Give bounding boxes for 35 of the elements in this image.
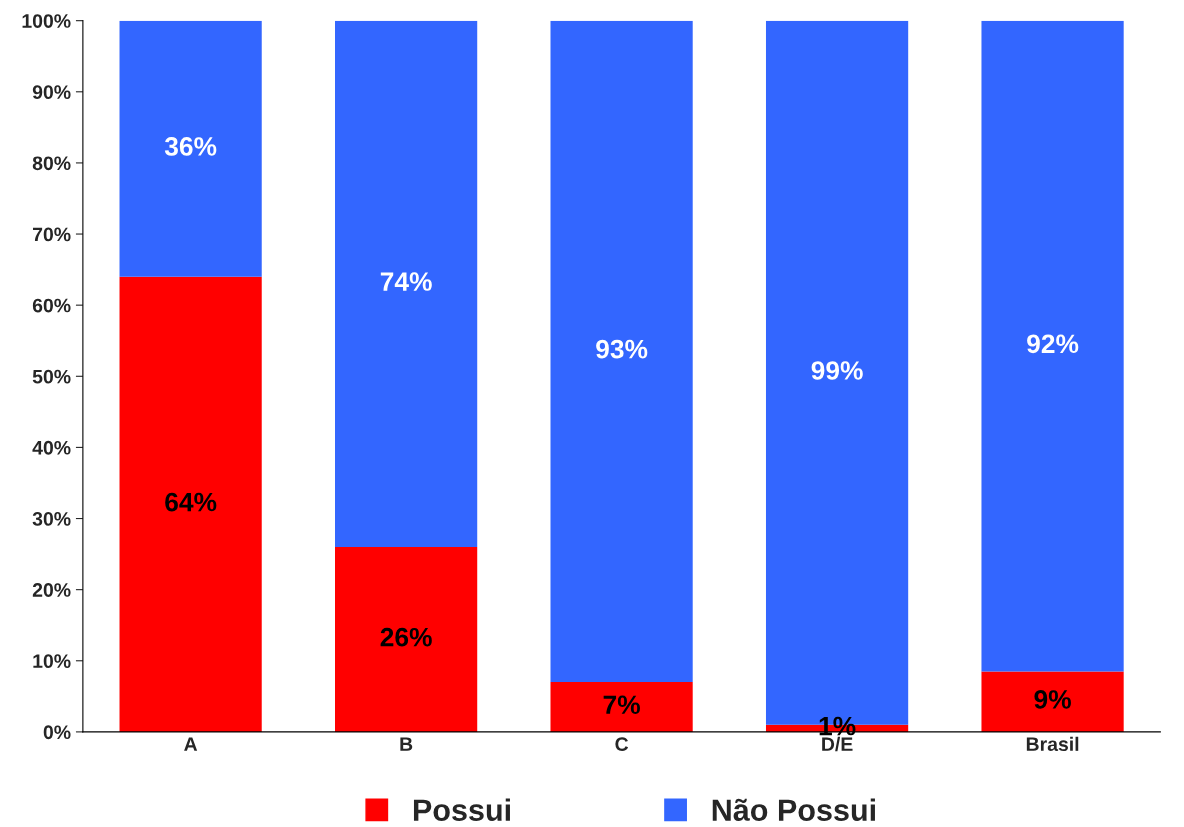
bar bbox=[550, 20, 693, 683]
y-tick-label: 10% bbox=[33, 654, 71, 669]
bar bbox=[119, 276, 262, 732]
legend-label: Não Possui bbox=[712, 798, 875, 821]
data-label: 92% bbox=[1027, 334, 1079, 354]
data-label: 9% bbox=[1034, 690, 1071, 709]
data-label: 99% bbox=[811, 361, 863, 380]
bar bbox=[119, 20, 262, 277]
x-tick-label: Brasil bbox=[1026, 736, 1079, 752]
data-label: 7% bbox=[603, 695, 640, 715]
x-tick-label: D/E bbox=[822, 736, 853, 752]
y-tick-label: 30% bbox=[32, 512, 71, 526]
x-tick-label: C bbox=[615, 737, 629, 752]
y-tick-label: 50% bbox=[32, 369, 71, 384]
x-tick-label: A bbox=[184, 737, 198, 751]
y-tick-label: 60% bbox=[32, 298, 71, 313]
bar bbox=[981, 671, 1124, 732]
bar bbox=[550, 682, 693, 732]
legend-label: Possui bbox=[413, 798, 510, 821]
bar bbox=[335, 20, 478, 547]
bar bbox=[981, 20, 1124, 672]
y-tick-label: 70% bbox=[32, 227, 71, 242]
y-tick-label: 100% bbox=[22, 14, 71, 28]
data-label: 26% bbox=[380, 627, 432, 647]
x-tick-label: B bbox=[400, 737, 413, 751]
y-tick-label: 80% bbox=[32, 156, 71, 171]
data-label: 74% bbox=[380, 272, 432, 291]
data-label: 36% bbox=[164, 137, 217, 156]
y-tick-label: 40% bbox=[32, 440, 71, 455]
y-tick-label: 0% bbox=[43, 725, 71, 740]
data-label: 93% bbox=[596, 339, 648, 359]
bar bbox=[335, 546, 478, 732]
y-tick-label: 20% bbox=[32, 583, 71, 597]
y-tick-label: 90% bbox=[32, 85, 71, 100]
data-label: 64% bbox=[165, 492, 217, 512]
